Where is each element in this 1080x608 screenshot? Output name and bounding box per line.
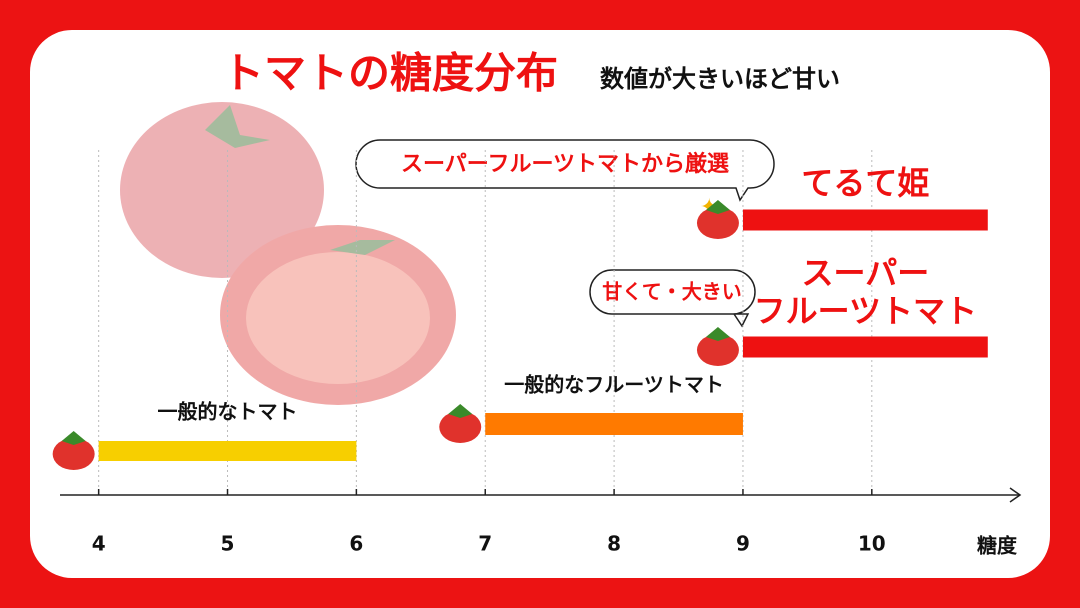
range-bar — [98, 441, 357, 461]
callout-bubble — [355, 139, 775, 202]
x-tick-label: 10 — [858, 532, 886, 556]
annotation: スーパーフルーツトマトから厳選 — [401, 151, 729, 177]
tomato-leaf — [705, 327, 730, 341]
category-label: フルーツトマト — [754, 292, 977, 330]
chart-title: トマトの糖度分布 — [222, 49, 558, 98]
tomato-icon — [52, 438, 95, 470]
x-tick-label: 9 — [736, 532, 750, 556]
x-tick-label: 6 — [349, 532, 363, 556]
range-bar — [485, 413, 743, 435]
category-label: てるて姫 — [801, 164, 929, 202]
x-tick-label: 5 — [221, 532, 235, 556]
tomato-leaf — [61, 431, 86, 445]
tomato-icon — [439, 411, 482, 443]
axis-arrow — [1009, 487, 1022, 503]
tomato-icon — [696, 207, 739, 239]
subtitle: 数値が大きいほど甘い — [600, 65, 840, 93]
category-label: 一般的なトマト — [158, 400, 298, 424]
range-bar — [742, 209, 988, 231]
range-bar — [742, 336, 988, 358]
x-tick-label: 4 — [92, 532, 106, 556]
tomato-leaf — [705, 200, 730, 214]
annotation: 甘くて・大きい — [602, 280, 741, 304]
category-label: スーパー — [802, 254, 930, 292]
category-label: 一般的なフルーツトマト — [504, 373, 724, 397]
tomato-photo — [120, 102, 456, 405]
x-tick-label: 7 — [478, 532, 492, 556]
x-tick-label: 8 — [607, 532, 621, 556]
tomato-icon — [696, 334, 739, 366]
x-axis-label: 糖度 — [977, 534, 1018, 558]
tomato-leaf — [448, 404, 473, 418]
callout-bubble — [589, 269, 756, 328]
